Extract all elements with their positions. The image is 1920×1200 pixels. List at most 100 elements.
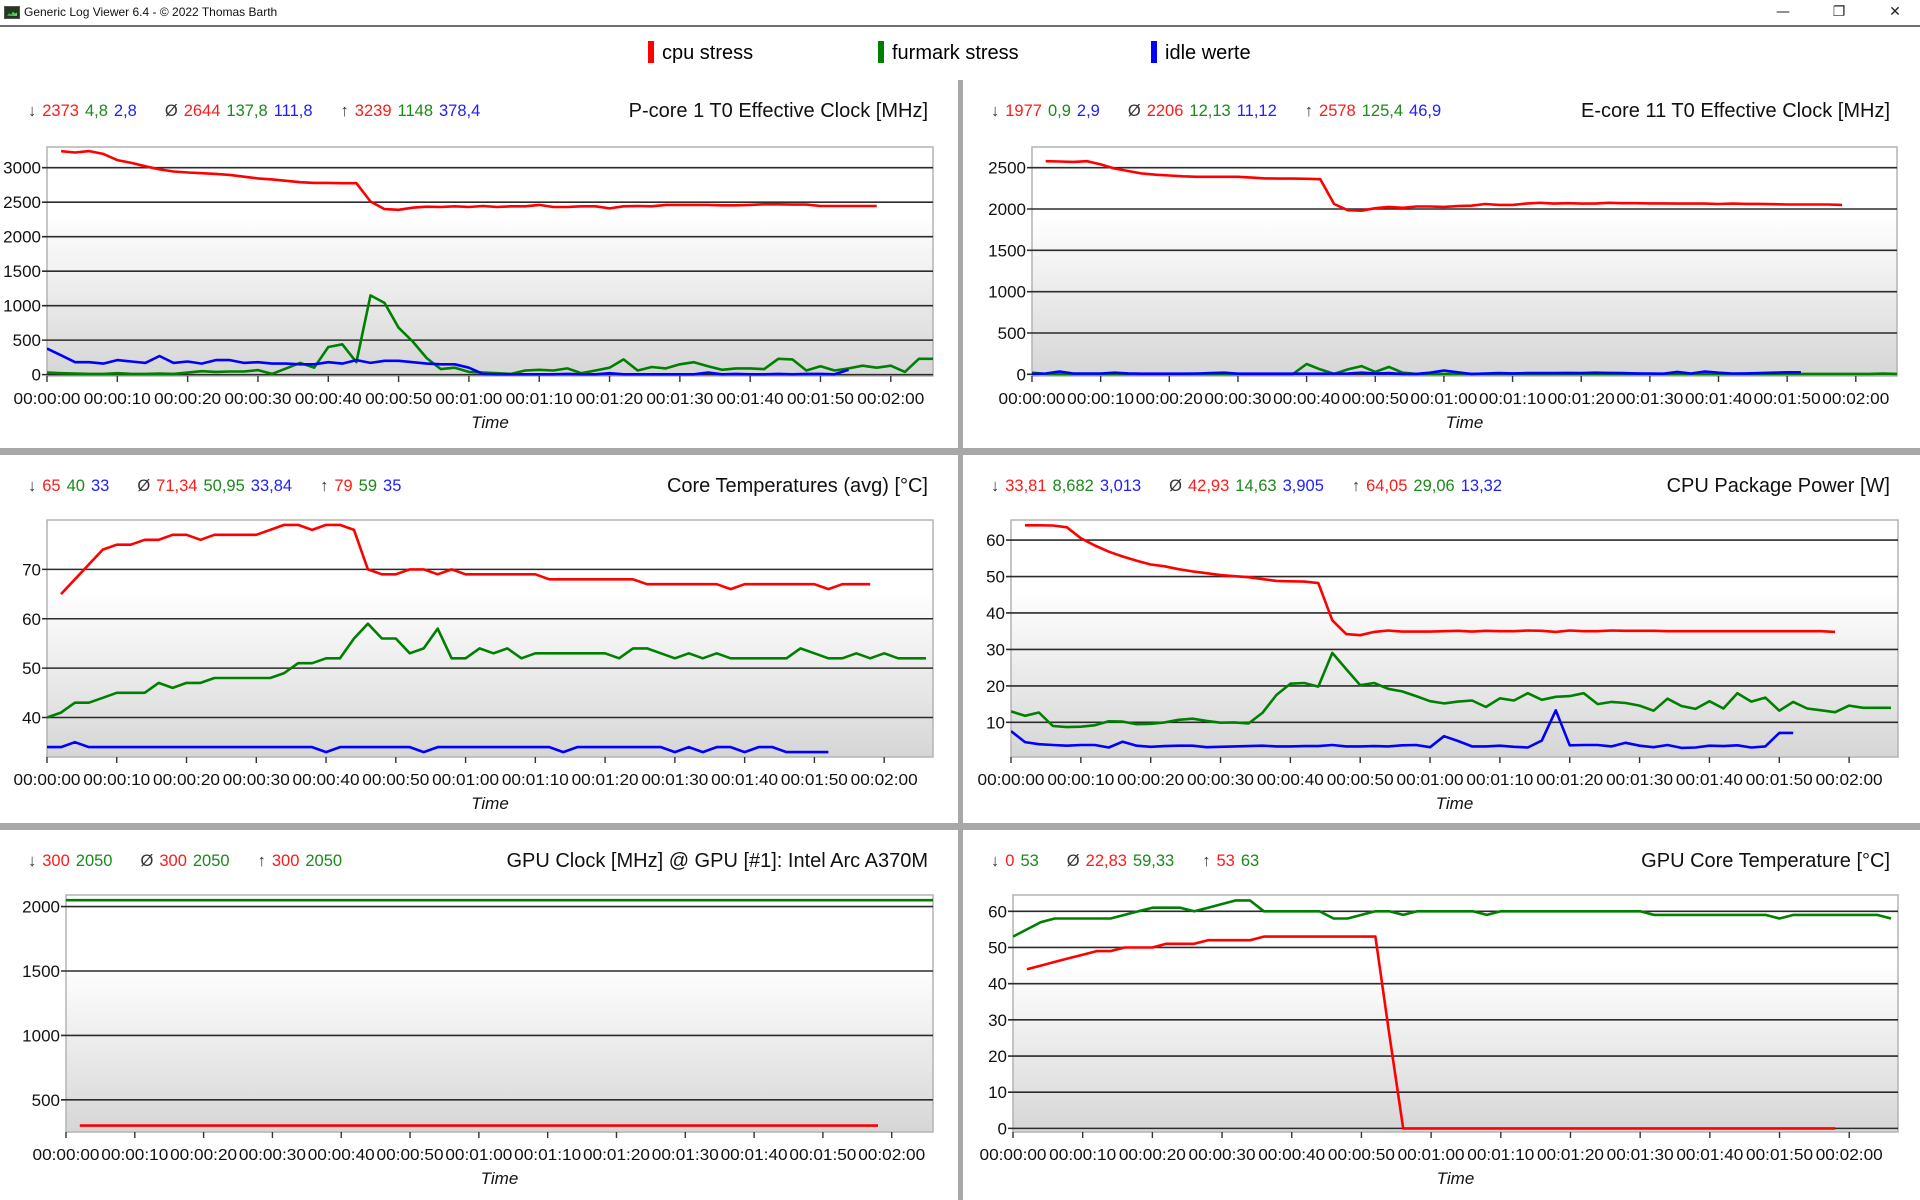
legend-item-furmark-stress[interactable]: furmark stress [878,41,1019,67]
close-button[interactable]: ✕ [1872,0,1918,25]
x-tick-label: 00:01:50 [789,1147,856,1164]
x-tick-label: 00:00:40 [293,772,360,789]
minimize-button[interactable]: — [1760,0,1806,25]
x-tick-label: 00:00:20 [154,391,221,408]
x-tick-label: 00:01:40 [717,391,784,408]
stat-value-max: 35 [383,477,402,495]
x-tick-label: 00:00:20 [170,1147,237,1164]
x-tick-label: 00:01:10 [502,772,569,789]
y-tick-label: 60 [986,531,1005,550]
stat-value-max: 300 [271,852,300,870]
stat-group-avg: Ø 22,83 59,33 [1067,852,1180,870]
maximize-button[interactable]: ❐ [1816,0,1862,25]
series-group [1013,899,1892,1130]
x-axis-label: Time [471,413,509,432]
stat-value-avg: 2644 [183,102,221,120]
x-tick-label: 00:01:10 [1466,772,1533,789]
plot-area [1012,894,1899,1133]
legend-label: furmark stress [892,42,1019,64]
x-tick-label: 00:00:10 [1049,1147,1116,1164]
x-tick-label: 00:02:00 [851,772,918,789]
chart-stats: ↓ 1977 0,9 2,9 Ø 2206 12,13 11,12 ↑ 2578 125,4 46,9 [991,102,1469,121]
y-tick-label: 60 [988,902,1007,921]
stat-value-max: 59 [358,477,378,495]
stat-value-max: 378,4 [439,102,481,120]
series-line-furmark-stress [47,622,926,719]
y-tick-label: 1500 [3,262,41,281]
average-icon: Ø [164,102,178,120]
x-tick-label: 00:01:20 [1548,391,1615,408]
average-icon: Ø [137,477,151,495]
arrow-up-icon: ↑ [1351,477,1361,495]
average-icon: Ø [1127,102,1141,120]
legend-label: cpu stress [662,42,754,64]
x-tick-label: 00:00:20 [153,772,220,789]
series-group [66,898,933,1127]
y-tick-label: 2000 [988,200,1026,219]
arrow-down-icon: ↓ [991,102,1000,120]
stat-value-avg: 2050 [192,852,230,870]
stat-value-max: 79 [334,477,353,495]
stat-value-avg: 12,13 [1189,102,1231,120]
series-legend: cpu stress furmark stress idle werte [0,27,1920,80]
stat-value-avg: 300 [159,852,187,870]
x-axis-label: Time [1437,1169,1475,1188]
x-tick-label: 00:01:00 [432,772,499,789]
x-tick-label: 00:00:40 [1258,1147,1325,1164]
y-tick-label: 1000 [22,1026,60,1045]
y-tick-label: 40 [986,604,1005,623]
series-group [47,523,926,754]
y-tick-label: 40 [22,709,41,728]
stat-group-min: ↓ 300 2050 [28,852,119,870]
arrow-up-icon: ↑ [1202,852,1211,870]
series-line-furmark-stress [1013,899,1892,938]
x-tick-label: 00:00:40 [1257,772,1324,789]
stat-value-avg: 137,8 [226,102,268,120]
x-tick-label: 00:00:10 [1067,391,1134,408]
series-group [47,149,933,376]
arrow-down-icon: ↓ [28,102,37,120]
x-tick-label: 00:01:50 [1746,1147,1813,1164]
y-tick-label: 30 [986,640,1005,659]
legend-item-idle-werte[interactable]: idle werte [1151,41,1251,67]
legend-item-cpu-stress[interactable]: cpu stress [648,41,753,67]
y-tick-label: 500 [998,324,1026,343]
y-tick-label: 500 [13,331,41,350]
stat-value-max: 63 [1240,852,1260,870]
arrow-down-icon: ↓ [991,477,1000,495]
x-tick-label: 00:01:30 [1606,772,1673,789]
x-tick-label: 00:00:40 [295,391,362,408]
plot-area [1031,146,1898,377]
arrow-up-icon: ↑ [320,477,329,495]
x-tick-label: 00:01:30 [641,772,708,789]
stat-value-max: 2578 [1319,102,1356,120]
y-tick-label: 50 [986,568,1005,587]
x-tick-label: 00:01:30 [1616,391,1683,408]
app-icon [4,6,20,19]
arrow-up-icon: ↑ [1304,102,1314,120]
chart-panel-e-core-clock: ↓ 1977 0,9 2,9 Ø 2206 12,13 11,12 ↑ 2578 125,4 46,9… [963,80,1920,448]
x-tick-label: 00:01:00 [1410,391,1477,408]
series-line-idle-werte [1011,709,1794,750]
series-line-idle-werte [47,740,829,754]
x-tick-label: 00:02:00 [1822,391,1889,408]
chart-title: P-core 1 T0 Effective Clock [MHz] [628,100,928,122]
stat-value-min: 0 [1005,852,1015,870]
series-line-idle-werte [47,347,849,376]
plot-area [65,894,934,1133]
average-icon: Ø [1066,852,1080,870]
series-line-cpu-stress [1025,524,1836,637]
stat-group-max: ↑ 64,05 29,06 13,32 [1352,477,1508,495]
x-tick-label: 00:01:00 [1398,1147,1465,1164]
x-tick-label: 00:00:40 [308,1147,375,1164]
average-icon: Ø [1169,477,1182,495]
y-tick-label: 3000 [3,159,41,178]
stat-value-min: 300 [42,852,70,870]
x-tick-label: 00:00:20 [1117,772,1184,789]
window-title: Generic Log Viewer 6.4 - © 2022 Thomas B… [24,5,278,19]
stat-value-max: 1148 [397,102,433,120]
arrow-down-icon: ↓ [28,477,37,495]
stat-group-avg: Ø 2206 12,13 11,12 [1128,102,1283,120]
